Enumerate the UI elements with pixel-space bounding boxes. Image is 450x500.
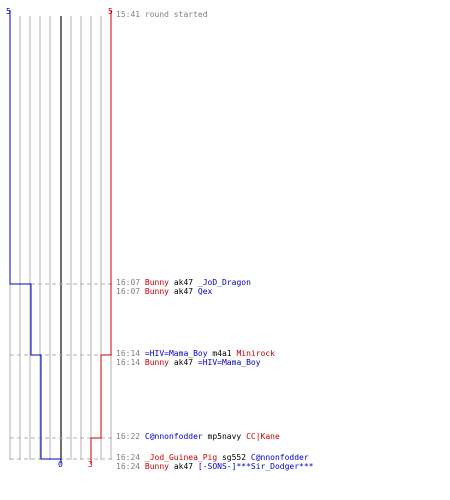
log-text: round started — [144, 10, 208, 19]
log-line: 15:41 round started — [116, 10, 208, 20]
log-text: CC|Kane — [246, 432, 280, 441]
log-text: Minirock — [236, 349, 275, 358]
log-text: Qex — [197, 287, 213, 296]
log-time: 15:41 — [116, 10, 145, 19]
log-text: Bunny — [144, 278, 169, 287]
log-line: 16:22 C@nnonfodder mp5navy CC|Kane — [116, 432, 280, 442]
log-line: 16:07 Bunny ak47 _JoD_Dragon — [116, 278, 251, 288]
log-text: ak47 — [169, 462, 198, 471]
log-text: m4a1 — [207, 349, 237, 358]
log-text: Bunny — [144, 287, 169, 296]
red-start-score: 5 — [108, 7, 113, 16]
blue-end-score: 0 — [58, 460, 63, 469]
log-text: ak47 — [169, 287, 198, 296]
blue-team-line — [9, 10, 62, 463]
red-end-score: 3 — [88, 460, 93, 469]
log-text: Bunny — [144, 462, 169, 471]
red-team-line — [90, 10, 112, 463]
log-text: C@nnonfodder — [144, 432, 203, 441]
log-time: 16:07 — [116, 278, 145, 287]
log-time: 16:14 — [116, 358, 145, 367]
log-text: [-SONS-]***Sir_Dodger*** — [197, 462, 314, 471]
log-time: 16:24 — [116, 462, 145, 471]
log-time: 16:22 — [116, 432, 145, 441]
log-text: C@nnonfodder — [250, 453, 309, 462]
log-text: ak47 — [169, 278, 198, 287]
log-text: mp5navy — [202, 432, 247, 441]
log-line: 16:14 =HIV=Mama_Boy m4a1 Minirock — [116, 349, 275, 359]
log-text: =HIV=Mama_Boy — [197, 358, 261, 367]
log-line: 16:24 Bunny ak47 [-SONS-]***Sir_Dodger**… — [116, 462, 314, 472]
log-line: 16:07 Bunny ak47 Qex — [116, 287, 212, 297]
log-text: ak47 — [169, 358, 198, 367]
log-text: Bunny — [144, 358, 169, 367]
log-text: _Jod_Guinea_Pig — [144, 453, 218, 462]
log-line: 16:24 _Jod_Guinea_Pig sg552 C@nnonfodder — [116, 453, 309, 463]
log-text: =HIV=Mama_Boy — [144, 349, 208, 358]
log-time: 16:07 — [116, 287, 145, 296]
log-text: _JoD_Dragon — [197, 278, 251, 287]
blue-start-score: 5 — [6, 7, 11, 16]
log-text: sg552 — [217, 453, 251, 462]
log-line: 16:14 Bunny ak47 =HIV=Mama_Boy — [116, 358, 261, 368]
log-time: 16:14 — [116, 349, 145, 358]
log-time: 16:24 — [116, 453, 145, 462]
